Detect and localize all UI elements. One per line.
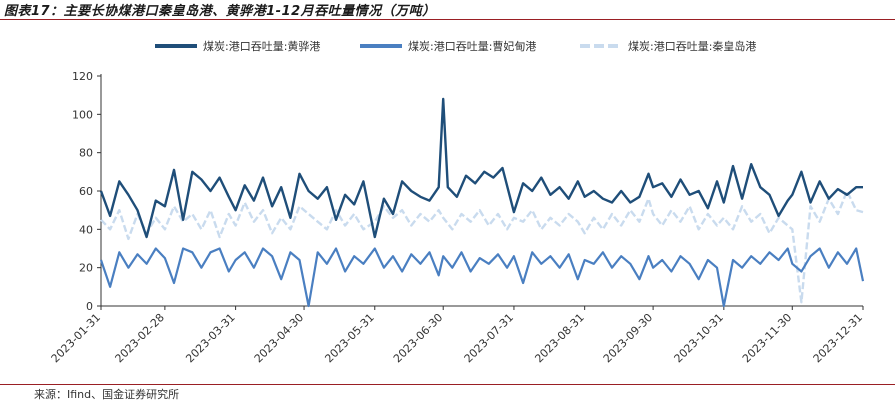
series-line-1 — [99, 247, 865, 308]
line-chart: 0 20 40 60 80 100 120 2023-01-31 2023-02-28 2023-… — [49, 70, 865, 365]
x-tick-label: 2023-02-28 — [113, 311, 167, 365]
series-line-2 — [100, 189, 864, 304]
y-tick-label: 60 — [79, 185, 93, 198]
x-tick-label: 2023-01-31 — [49, 311, 103, 365]
legend-label-huanghua: 煤炭:港口吞吐量:黄骅港 — [203, 40, 321, 53]
x-tick-label: 2023-09-30 — [601, 311, 655, 365]
x-tick-label: 2023-11-30 — [740, 311, 794, 365]
legend-item-huanghua: 煤炭:港口吞吐量:黄骅港 — [155, 37, 320, 55]
legend-swatch-qinhuangdao — [580, 44, 622, 48]
x-tick-label: 2023-05-31 — [322, 311, 376, 365]
x-tick-label: 2023-03-31 — [183, 311, 237, 365]
x-tick-label: 2023-12-31 — [811, 311, 865, 365]
x-tick-label: 2023-10-31 — [672, 311, 726, 365]
legend-label-caofeidian: 煤炭:港口吞吐量:曹妃甸港 — [408, 40, 537, 53]
series-line-0 — [99, 97, 863, 239]
legend-swatch-caofeidian — [360, 44, 402, 48]
y-tick-label: 100 — [72, 108, 93, 121]
title-divider — [0, 19, 895, 20]
y-tick-label: 120 — [72, 70, 93, 83]
footer-divider — [0, 384, 895, 385]
y-tick-label: 40 — [79, 223, 93, 236]
x-tick-label: 2023-04-30 — [252, 311, 306, 365]
chart-title: 图表17：主要长协煤港口秦皇岛港、黄骅港1-12月吞吐量情况（万吨） — [4, 4, 436, 19]
legend-label-qinhuangdao: 煤炭:港口吞吐量:秦皇岛港 — [628, 40, 757, 53]
x-tick-label: 2023-06-30 — [391, 311, 445, 365]
y-tick-label: 20 — [79, 262, 93, 275]
legend-item-caofeidian: 煤炭:港口吞吐量:曹妃甸港 — [360, 37, 536, 55]
y-tick-label: 0 — [86, 300, 93, 313]
legend-swatch-huanghua — [155, 44, 197, 48]
y-tick-label: 80 — [79, 147, 93, 160]
x-tick-label: 2023-08-31 — [532, 311, 586, 365]
chart-legend: 煤炭:港口吞吐量:黄骅港 煤炭:港口吞吐量:曹妃甸港 煤炭:港口吞吐量:秦皇岛港 — [0, 37, 895, 55]
source-note: 来源：Ifind、国金证券研究所 — [34, 388, 180, 401]
x-tick-label: 2023-07-31 — [462, 311, 516, 365]
legend-item-qinhuangdao: 煤炭:港口吞吐量:秦皇岛港 — [580, 37, 756, 55]
